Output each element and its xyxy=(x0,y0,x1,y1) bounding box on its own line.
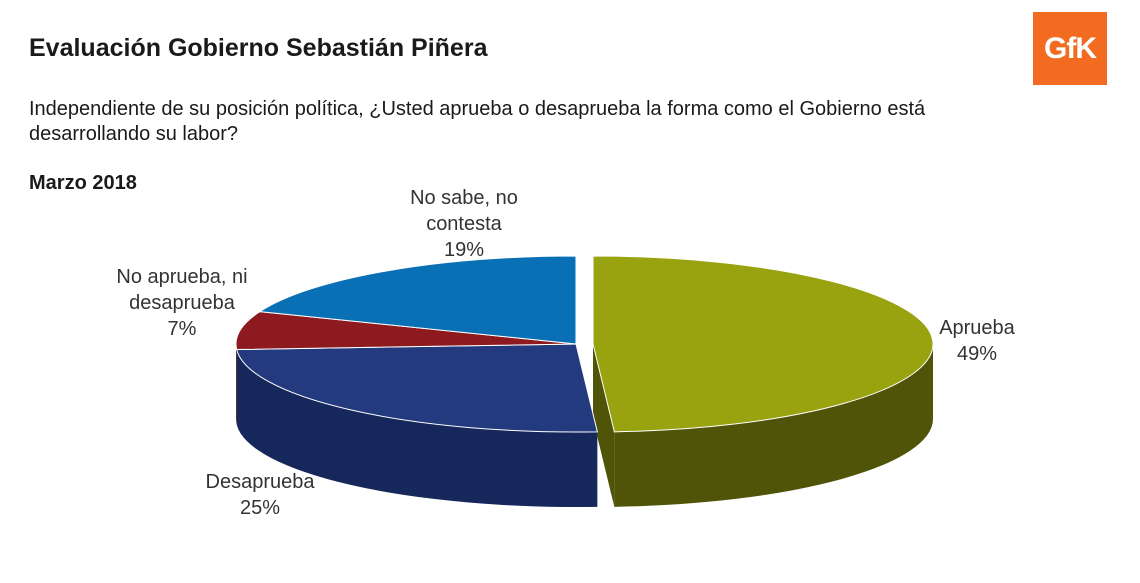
survey-question: Independiente de su posición política, ¿… xyxy=(29,98,926,145)
slice-label-3: No sabe, no contesta 19% xyxy=(410,187,518,261)
gfk-logo: GfK xyxy=(1033,12,1107,85)
slice-label-1: Desaprueba 25% xyxy=(206,471,316,519)
slice-1 xyxy=(236,343,598,433)
slice-side-1 xyxy=(236,349,598,507)
slice-side-0 xyxy=(614,344,933,507)
slice-side-2 xyxy=(236,344,237,425)
pie-tops xyxy=(235,255,934,433)
slice-label-0: Aprueba 49% xyxy=(939,317,1015,365)
survey-period: Marzo 2018 xyxy=(29,172,137,194)
pie-labels: Aprueba 49% Desaprueba 25% No aprueba, ni des… xyxy=(116,187,1015,519)
pie-sides xyxy=(236,344,933,507)
slice-label-2: No aprueba, ni desaprueba 7% xyxy=(116,266,247,340)
slice-0 xyxy=(592,255,934,433)
slice-2 xyxy=(235,311,577,351)
slice-3 xyxy=(258,255,577,345)
chart-title: Evaluación Gobierno Sebastián Piñera xyxy=(29,34,488,62)
slice-cut-0-1 xyxy=(593,344,615,507)
